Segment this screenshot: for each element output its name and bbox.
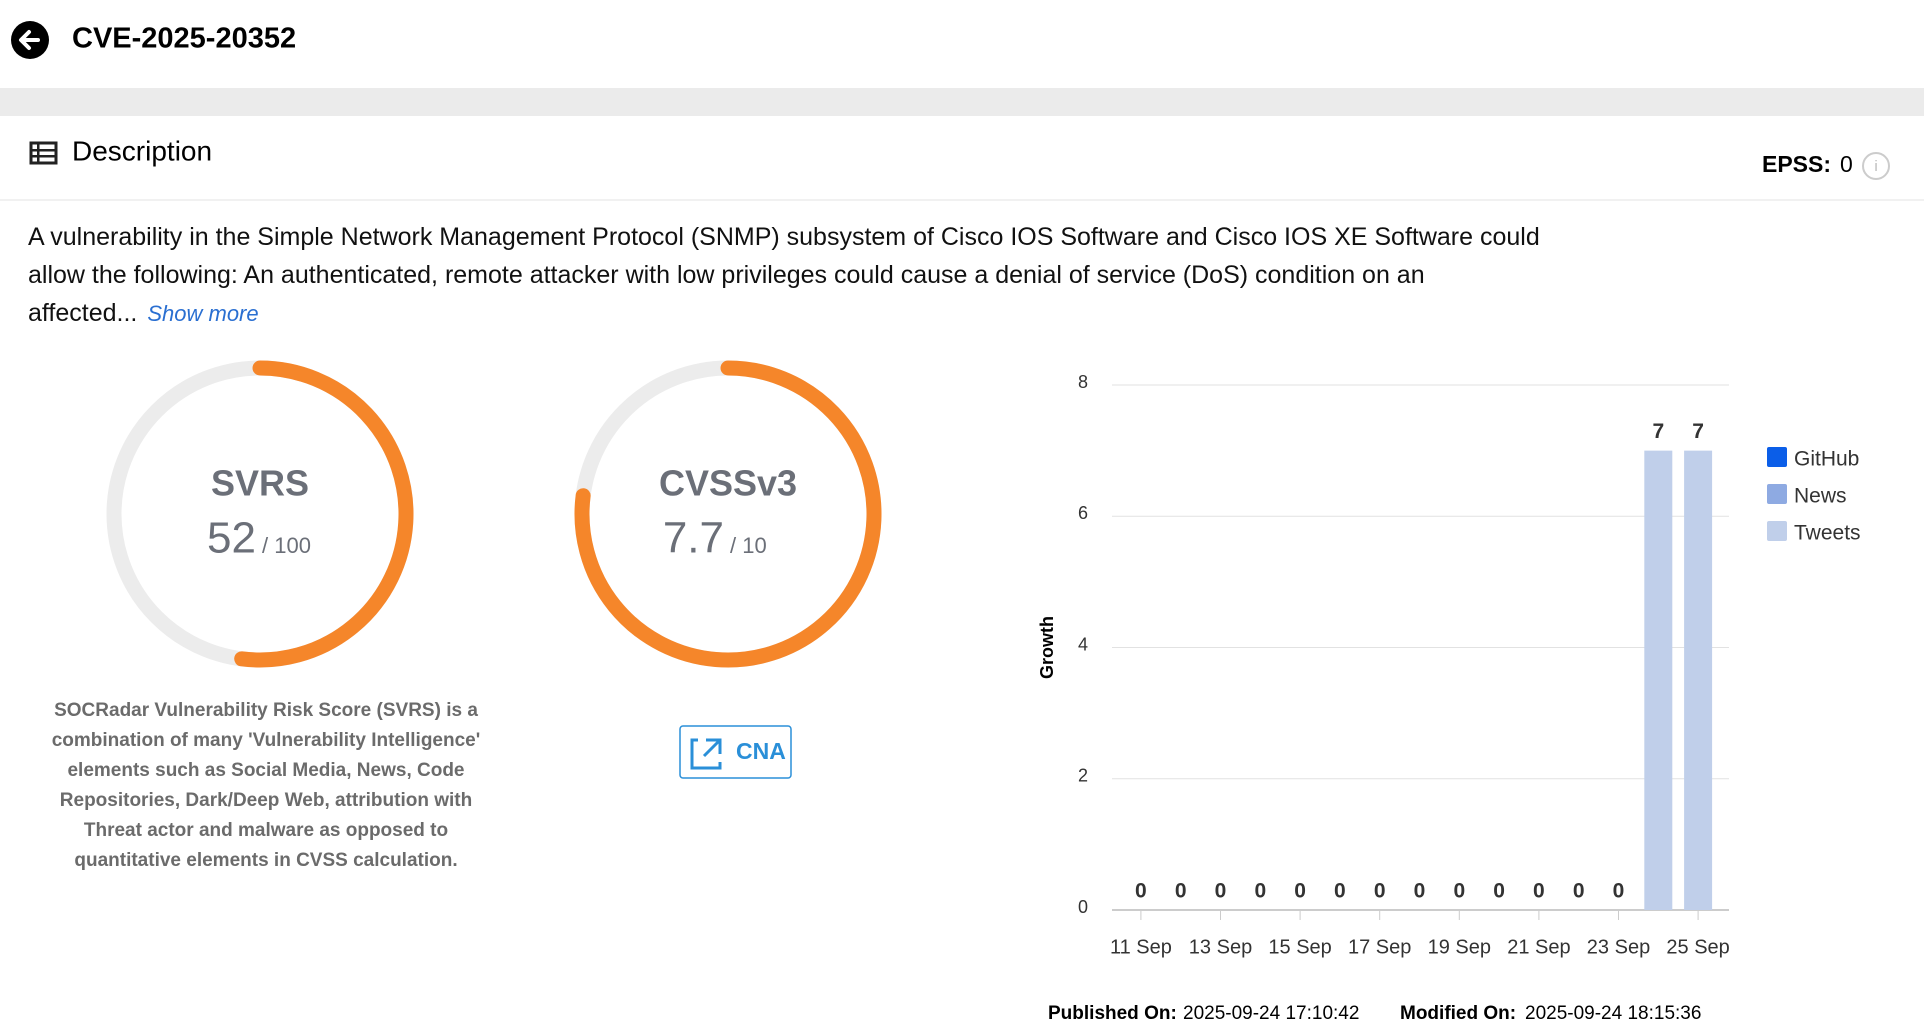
y-tick-label: 8 (1078, 372, 1088, 392)
x-tick-label: 11 Sep (1110, 936, 1172, 958)
description-text: A vulnerability in the Simple Network Ma… (28, 218, 1588, 333)
y-axis-label: Growth (1037, 616, 1057, 679)
bar-value-label: 0 (1374, 880, 1386, 903)
bar-value-label: 0 (1613, 880, 1625, 903)
modified-value: 2025-09-24 18:15:36 (1525, 1003, 1701, 1024)
legend-swatch (1767, 484, 1787, 504)
epss-value: 0 (1840, 151, 1853, 177)
bar-value-label: 0 (1175, 880, 1187, 903)
info-icon[interactable] (1862, 152, 1890, 180)
legend-label: GitHub (1794, 448, 1859, 471)
gauge-value: 7.7 (663, 514, 724, 563)
back-arrow (19, 30, 40, 50)
gauge-label: CVSSv3 (659, 463, 797, 504)
gauge-arc (574, 360, 882, 668)
bar (1644, 450, 1673, 910)
gauge-value: 52 (207, 514, 256, 563)
bar-value-label: 7 (1652, 420, 1664, 443)
description-body: A vulnerability in the Simple Network Ma… (28, 223, 1540, 327)
bar-value-label: 0 (1215, 880, 1227, 903)
bar (1684, 450, 1713, 910)
published-label: Published On: (1048, 1003, 1177, 1024)
svrs-note: SOCRadar Vulnerability Risk Score (SVRS)… (51, 700, 481, 871)
y-tick-label: 0 (1078, 897, 1088, 917)
info-glyph: i (1874, 158, 1877, 175)
bar-value-label: 0 (1254, 880, 1266, 903)
bar-value-label: 0 (1294, 880, 1306, 903)
x-tick-label: 25 Sep (1666, 936, 1729, 958)
cna-button[interactable]: CNA (679, 725, 792, 779)
legend-label: Tweets (1794, 522, 1861, 545)
section-heading: Description (72, 135, 212, 166)
epss-label: EPSS: (1762, 151, 1831, 177)
cna-label: CNA (736, 738, 786, 764)
gauge-max: / 100 (262, 533, 311, 558)
x-tick-label: 17 Sep (1348, 936, 1411, 958)
bar-value-label: 0 (1493, 880, 1505, 903)
published-value: 2025-09-24 17:10:42 (1183, 1003, 1359, 1024)
y-tick-label: 2 (1078, 766, 1088, 786)
bar-value-label: 0 (1135, 880, 1147, 903)
gauge-max: / 10 (730, 533, 767, 558)
y-tick-label: 6 (1078, 503, 1088, 523)
x-tick-label: 21 Sep (1507, 936, 1570, 958)
legend-swatch (1767, 447, 1787, 467)
bar-value-label: 7 (1692, 420, 1704, 443)
x-tick-label: 23 Sep (1587, 936, 1650, 958)
y-tick-label: 4 (1078, 634, 1088, 654)
show-more-link[interactable]: Show more (147, 301, 259, 326)
x-tick-label: 19 Sep (1428, 936, 1491, 958)
band (0, 88, 1924, 116)
legend-label: News (1794, 485, 1847, 508)
bar-value-label: 0 (1573, 880, 1585, 903)
x-tick-label: 15 Sep (1268, 936, 1331, 958)
description-icon (29, 141, 58, 165)
bar-value-label: 0 (1414, 880, 1426, 903)
gauge-arc (234, 360, 414, 668)
x-tick-label: 13 Sep (1189, 936, 1252, 958)
gauge-label: SVRS (211, 463, 309, 504)
bar-value-label: 0 (1334, 880, 1346, 903)
page-title: CVE-2025-20352 (72, 23, 296, 55)
bar-value-label: 0 (1533, 880, 1545, 903)
legend-swatch (1767, 521, 1787, 541)
bar-value-label: 0 (1453, 880, 1465, 903)
modified-label: Modified On: (1400, 1003, 1516, 1024)
header-bar (0, 0, 1924, 88)
